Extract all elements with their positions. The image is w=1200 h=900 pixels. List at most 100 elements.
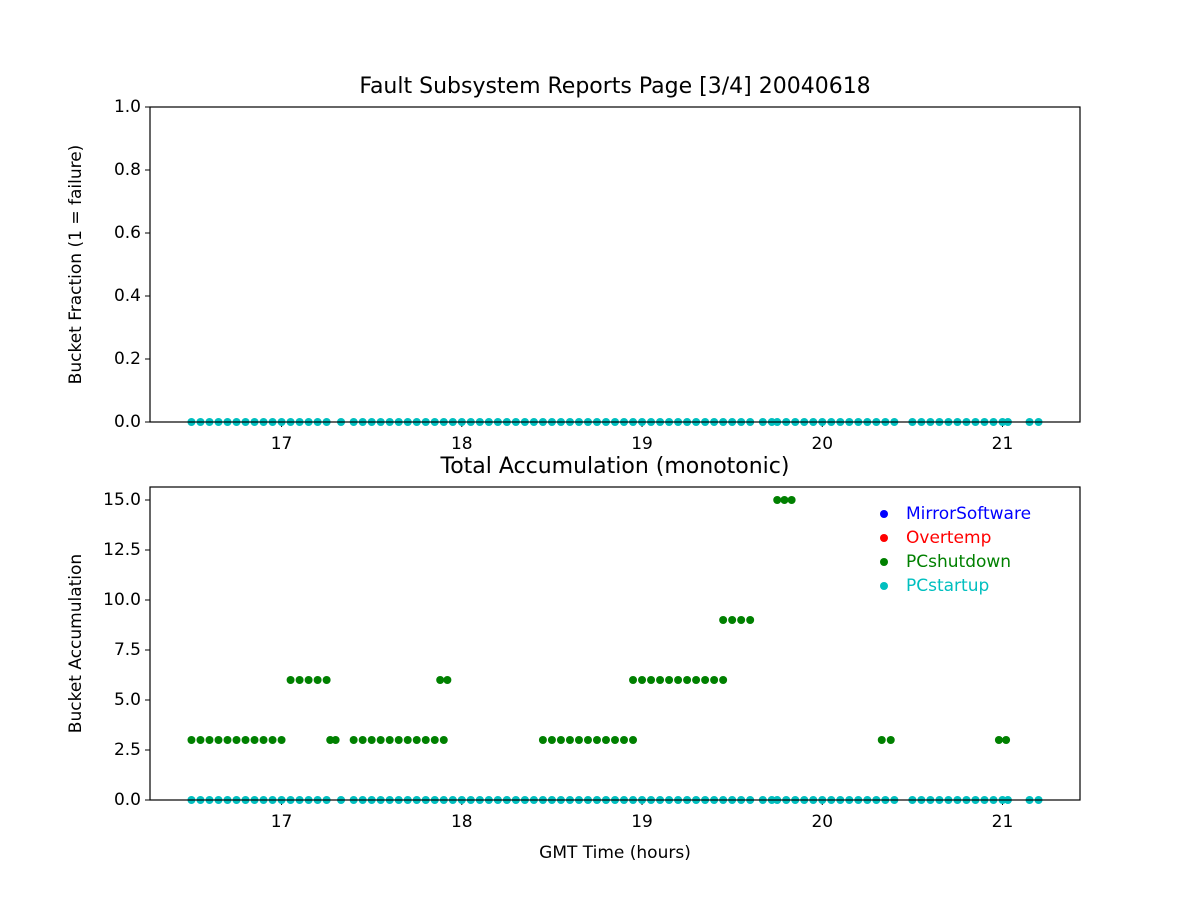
data-point	[268, 736, 277, 744]
data-point	[877, 736, 886, 744]
data-point	[574, 736, 583, 744]
data-point	[556, 736, 565, 744]
legend-marker	[880, 582, 888, 590]
data-point	[322, 676, 331, 684]
data-point	[187, 736, 196, 744]
data-point	[629, 736, 638, 744]
data-point	[250, 736, 259, 744]
chart-title: Total Accumulation (monotonic)	[440, 454, 790, 479]
data-point	[358, 736, 367, 744]
data-point	[223, 736, 232, 744]
axes-frame	[149, 106, 1081, 423]
legend-label: PCstartup	[906, 576, 989, 596]
data-point	[787, 496, 796, 504]
data-point	[692, 676, 701, 684]
data-point	[710, 676, 719, 684]
legend-marker	[880, 534, 888, 542]
legend-marker	[880, 510, 888, 518]
data-point	[403, 736, 412, 744]
data-point	[656, 676, 665, 684]
y-tick-label: 15.0	[103, 490, 141, 510]
data-point	[443, 676, 452, 684]
legend-label: MirrorSoftware	[906, 504, 1031, 524]
x-tick-label: 18	[451, 812, 473, 832]
y-tick-label: 2.5	[114, 740, 141, 760]
data-point	[547, 736, 556, 744]
data-point	[719, 676, 728, 684]
data-point	[439, 736, 448, 744]
x-tick-label: 21	[992, 434, 1014, 454]
axes-frame	[149, 486, 1081, 801]
data-point	[214, 736, 223, 744]
y-axis-label: Bucket Accumulation	[66, 554, 86, 733]
data-point	[886, 736, 895, 744]
legend-label: Overtemp	[906, 528, 991, 548]
data-point	[728, 616, 737, 624]
x-tick-label: 19	[631, 434, 653, 454]
legend-marker	[880, 558, 888, 566]
x-tick-label: 17	[271, 434, 293, 454]
y-tick-label: 0.4	[114, 286, 141, 306]
data-point	[259, 736, 268, 744]
x-tick-label: 21	[992, 812, 1014, 832]
y-tick-label: 0.8	[114, 160, 141, 180]
y-tick-label: 0.6	[114, 223, 141, 243]
y-tick-label: 12.5	[103, 540, 141, 560]
data-point	[601, 736, 610, 744]
data-point	[780, 496, 789, 504]
data-point	[737, 616, 746, 624]
data-point	[719, 616, 728, 624]
data-point	[430, 736, 439, 744]
data-point	[538, 736, 547, 744]
data-point	[277, 736, 286, 744]
y-axis-label: Bucket Fraction (1 = failure)	[66, 145, 86, 385]
data-point	[394, 736, 403, 744]
data-point	[592, 736, 601, 744]
data-point	[349, 736, 358, 744]
data-point	[611, 736, 619, 744]
data-point	[331, 736, 340, 744]
data-point	[583, 736, 592, 744]
data-point	[665, 676, 674, 684]
data-point	[1002, 736, 1011, 744]
data-point	[295, 676, 304, 684]
x-axis-label: GMT Time (hours)	[539, 843, 691, 863]
y-tick-label: 7.5	[114, 640, 141, 660]
x-tick-label: 20	[811, 812, 833, 832]
data-point	[313, 676, 322, 684]
data-point	[647, 676, 656, 684]
y-tick-label: 10.0	[103, 590, 141, 610]
x-tick-label: 17	[271, 812, 293, 832]
y-tick-label: 0.2	[114, 349, 141, 369]
chart-title: Fault Subsystem Reports Page [3/4] 20040…	[359, 74, 870, 99]
data-point	[412, 736, 421, 744]
x-tick-label: 19	[631, 812, 653, 832]
legend-label: PCshutdown	[906, 552, 1011, 572]
y-tick-label: 0.0	[114, 412, 141, 432]
y-tick-label: 1.0	[114, 97, 141, 117]
data-point	[232, 736, 241, 744]
data-point	[565, 736, 574, 744]
data-point	[196, 736, 205, 744]
data-point	[701, 676, 710, 684]
data-point	[421, 736, 430, 744]
data-point	[385, 736, 394, 744]
data-point	[286, 676, 295, 684]
data-point	[629, 676, 638, 684]
y-tick-label: 0.0	[114, 790, 141, 810]
data-point	[674, 676, 683, 684]
data-point	[683, 676, 692, 684]
data-point	[746, 616, 755, 624]
x-tick-label: 18	[451, 434, 473, 454]
data-point	[436, 676, 445, 684]
data-point	[620, 736, 629, 744]
data-point	[773, 496, 782, 504]
data-point	[367, 736, 376, 744]
x-tick-label: 20	[811, 434, 833, 454]
data-point	[241, 736, 250, 744]
y-tick-label: 5.0	[114, 690, 141, 710]
data-point	[638, 676, 647, 684]
data-point	[994, 736, 1003, 744]
data-point	[205, 736, 214, 744]
